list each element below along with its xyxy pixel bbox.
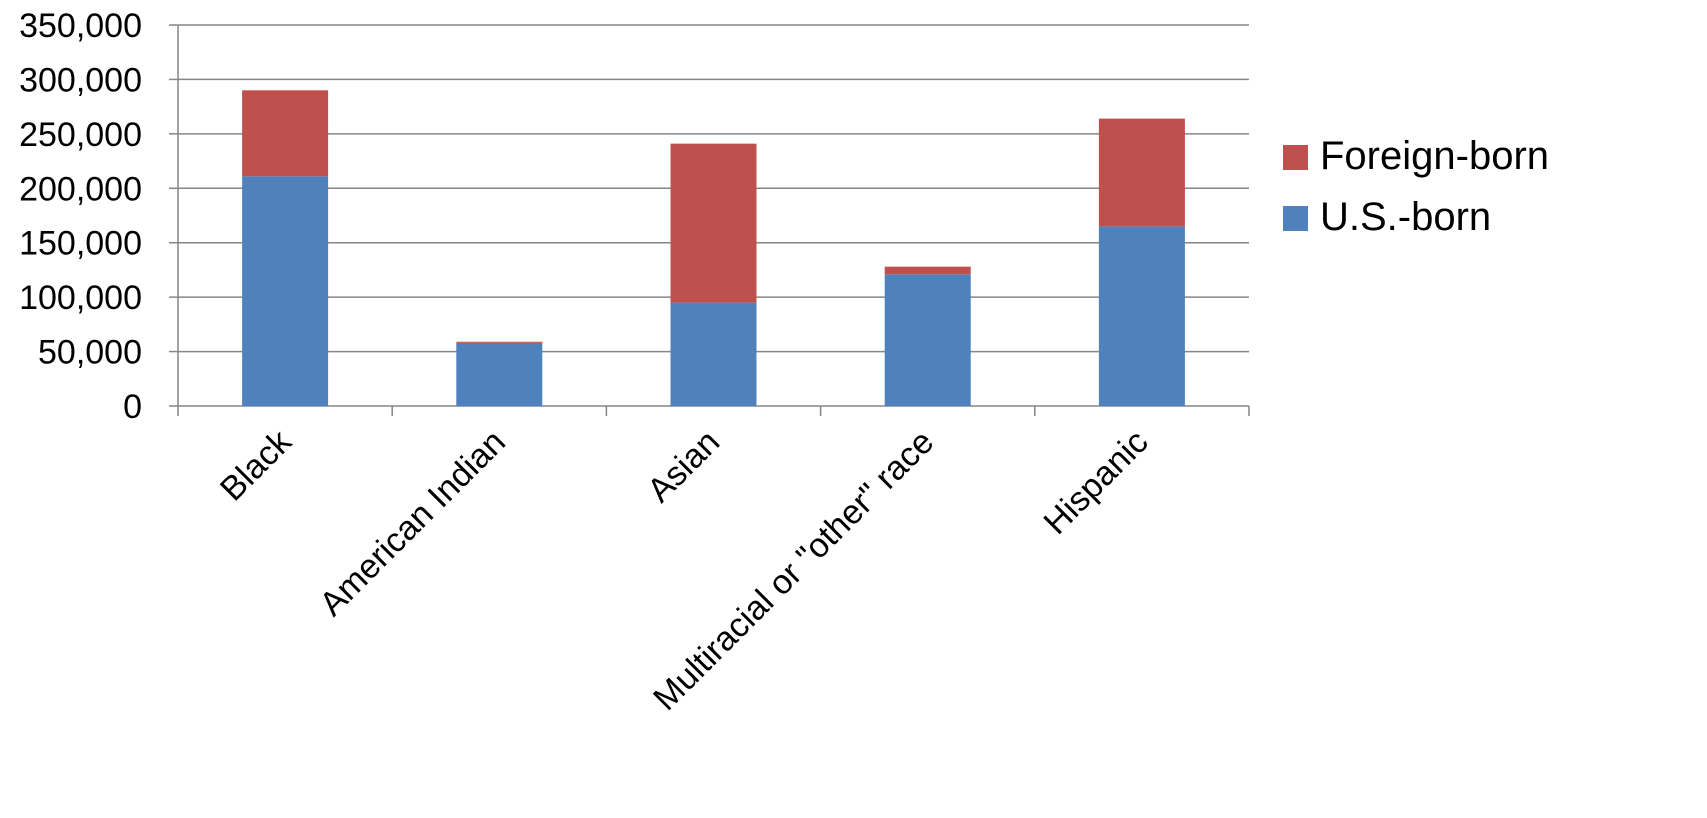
bar-foreign-born <box>670 143 757 303</box>
y-tick-label: 100,000 <box>19 279 142 317</box>
y-tick-label: 200,000 <box>19 170 142 208</box>
x-category-label: American Indian <box>312 423 513 624</box>
y-tick-label: 350,000 <box>19 7 142 45</box>
y-tick-labels: 0 50,000 100,000 150,000 200,000 250,000 300,0… <box>19 7 142 426</box>
legend-label: Foreign-born <box>1320 134 1549 178</box>
x-category-label: Asian <box>640 423 727 510</box>
bar-u-s-born <box>884 274 971 406</box>
bar-u-s-born <box>242 176 329 406</box>
y-tick-label: 300,000 <box>19 61 142 99</box>
bar-u-s-born <box>456 342 543 406</box>
bar-foreign-born <box>1098 118 1185 227</box>
bar-u-s-born <box>670 302 757 406</box>
legend-swatch <box>1283 206 1308 231</box>
bars <box>242 90 1185 406</box>
legend: Foreign-born U.S.-born <box>1283 134 1549 239</box>
legend-swatch <box>1283 145 1308 170</box>
bar-foreign-born <box>456 341 543 343</box>
y-tick-label: 250,000 <box>19 116 142 154</box>
y-tick-label: 0 <box>123 388 142 426</box>
y-tick-label: 150,000 <box>19 225 142 263</box>
bar-foreign-born <box>884 266 971 275</box>
bar-u-s-born <box>1098 226 1185 406</box>
x-category-label: Black <box>213 422 299 508</box>
y-tick-label: 50,000 <box>38 334 142 372</box>
x-category-label: Hispanic <box>1036 423 1155 542</box>
legend-label: U.S.-born <box>1320 195 1491 239</box>
bar-foreign-born <box>242 90 329 177</box>
